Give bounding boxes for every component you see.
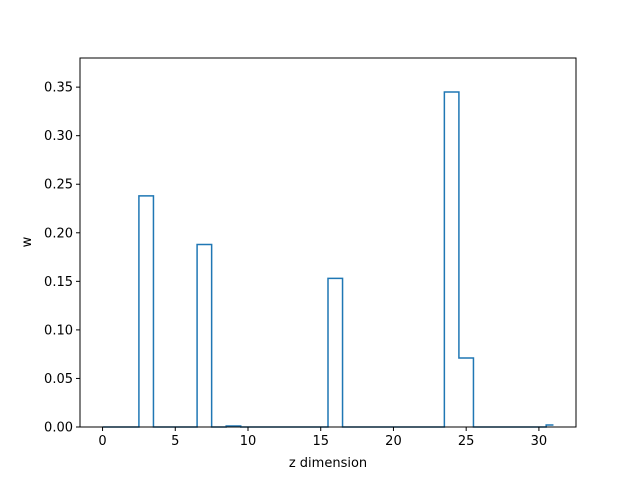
y-axis-label: w — [20, 236, 35, 247]
y-tick-label: 0.20 — [44, 226, 73, 241]
y-tick-label: 0.00 — [44, 421, 73, 436]
y-tick-label: 0.25 — [44, 178, 73, 193]
x-axis: 0 5 10 15 20 25 30 — [98, 427, 547, 449]
axes-frame — [79, 57, 577, 428]
y-tick-label: 0.30 — [44, 129, 73, 144]
x-tick-label: 15 — [312, 434, 329, 449]
x-tick-label: 20 — [385, 434, 402, 449]
x-tick-label: 10 — [240, 434, 257, 449]
x-tick-label: 5 — [171, 434, 179, 449]
y-axis: 0.00 0.05 0.10 0.15 0.20 0.25 0.30 0.35 — [44, 81, 80, 436]
x-tick-label: 30 — [531, 434, 548, 449]
plot-area — [79, 57, 577, 428]
x-tick-label: 25 — [458, 434, 475, 449]
y-tick-label: 0.15 — [44, 275, 73, 290]
y-tick-label: 0.10 — [44, 323, 73, 338]
x-tick-label: 0 — [98, 434, 106, 449]
x-axis-label: z dimension — [289, 456, 367, 471]
y-tick-label: 0.35 — [44, 81, 73, 96]
y-tick-label: 0.05 — [44, 372, 73, 387]
